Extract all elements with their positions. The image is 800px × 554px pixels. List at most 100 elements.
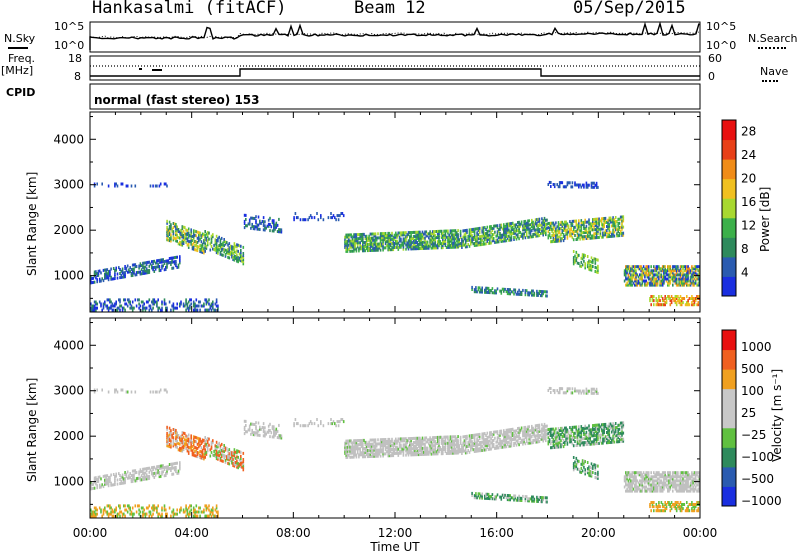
scatter-cell xyxy=(392,441,395,445)
scatter-cell xyxy=(466,239,468,243)
scatter-cell xyxy=(387,446,389,450)
scatter-cell xyxy=(600,221,603,225)
scatter-cell xyxy=(387,452,389,456)
scatter-cell xyxy=(487,435,490,439)
scatter-cell xyxy=(350,441,353,445)
scatter-cell xyxy=(374,236,377,240)
scatter-cell xyxy=(450,245,453,249)
scatter-cell xyxy=(320,420,322,424)
scatter-cell xyxy=(189,440,191,444)
scatter-cell xyxy=(650,265,652,269)
scatter-cell xyxy=(142,300,144,304)
scatter-cell xyxy=(227,243,229,247)
scatter-cell xyxy=(171,258,173,262)
scatter-cell xyxy=(694,269,697,273)
scatter-cell xyxy=(143,265,145,269)
scatter-cell xyxy=(466,434,468,438)
scatter-cell xyxy=(677,265,679,269)
scatter-cell xyxy=(215,444,218,448)
scatter-cell xyxy=(528,231,530,235)
scatter-cell xyxy=(639,283,641,287)
scatter-cell xyxy=(224,252,227,256)
scatter-cell xyxy=(271,219,274,223)
scatter-cell xyxy=(388,444,391,447)
scatter-cell xyxy=(356,237,359,241)
scatter-cell xyxy=(679,267,682,271)
scatter-cell xyxy=(179,442,181,446)
scatter-cell xyxy=(510,444,513,448)
scatter-cell xyxy=(180,439,182,442)
scatter-cell xyxy=(673,277,675,281)
scatter-cell xyxy=(491,433,494,436)
scatter-cell xyxy=(532,222,534,226)
scatter-cell xyxy=(388,238,391,241)
scatter-cell xyxy=(538,217,541,221)
scatter-cell xyxy=(414,230,416,234)
scatter-cell xyxy=(534,424,537,428)
scatter-cell xyxy=(645,269,647,273)
scatter-cell xyxy=(672,283,674,287)
scatter-cell xyxy=(159,268,162,272)
scatter-cell xyxy=(509,224,511,228)
scatter-cell xyxy=(175,223,177,226)
scatter-cell xyxy=(420,232,422,236)
scatter-cell xyxy=(440,235,443,239)
scatter-cell xyxy=(143,306,145,310)
scatter-cell xyxy=(425,446,428,450)
scatter-cell xyxy=(429,440,431,444)
scatter-cell xyxy=(678,299,680,303)
scatter-cell xyxy=(635,265,637,269)
scatter-cell xyxy=(172,222,175,225)
scatter-cell xyxy=(513,441,515,445)
scatter-cell xyxy=(510,436,513,440)
scatter-cell xyxy=(212,441,214,445)
scatter-cell xyxy=(307,218,309,222)
scatter-cell xyxy=(101,277,103,281)
scatter-cell xyxy=(260,221,262,225)
scatter-cell xyxy=(379,448,382,452)
scatter-cell xyxy=(237,260,239,264)
scatter-cell xyxy=(416,436,419,440)
scatter-cell xyxy=(403,239,406,243)
scatter-cell xyxy=(340,212,342,215)
scatter-cell xyxy=(462,241,464,245)
scatter-cell xyxy=(510,432,513,436)
scatter-cell xyxy=(557,185,560,189)
scatter-cell xyxy=(588,218,590,222)
scatter-cell xyxy=(320,214,322,218)
scatter-cell xyxy=(430,452,433,456)
scatter-cell xyxy=(653,281,655,285)
scatter-cell xyxy=(450,435,453,439)
scatter-cell xyxy=(517,292,519,296)
scatter-cell xyxy=(118,266,120,270)
scatter-cell xyxy=(646,275,649,279)
scatter-cell xyxy=(153,302,156,306)
scatter-cell xyxy=(470,444,472,448)
scatter-cell xyxy=(442,437,444,441)
scatter-cell xyxy=(355,445,358,449)
freq-right-tick-bottom: 0 xyxy=(708,70,715,83)
noise-search-label: N.Search xyxy=(748,32,798,45)
scatter-cell xyxy=(180,302,182,306)
scatter-cell xyxy=(355,441,358,445)
scatter-cell xyxy=(524,224,527,227)
scatter-cell xyxy=(518,443,520,447)
scatter-cell xyxy=(167,238,170,242)
scatter-cell xyxy=(353,455,355,459)
scatter-cell xyxy=(181,431,184,435)
scatter-cell xyxy=(379,446,382,450)
scatter-cell xyxy=(172,308,175,312)
scatter-cell xyxy=(152,268,154,272)
scatter-cell xyxy=(524,226,527,229)
scatter-cell xyxy=(651,275,654,279)
scatter-cell xyxy=(124,273,126,277)
scatter-cell xyxy=(639,277,641,281)
scatter-cell xyxy=(578,227,580,231)
scatter-cell xyxy=(669,271,672,275)
scatter-cell xyxy=(145,469,148,473)
scatter-cell xyxy=(496,234,499,238)
scatter-cell xyxy=(142,270,144,273)
scatter-cell xyxy=(143,269,145,273)
scatter-cell xyxy=(362,245,364,249)
scatter-cell xyxy=(463,233,466,237)
